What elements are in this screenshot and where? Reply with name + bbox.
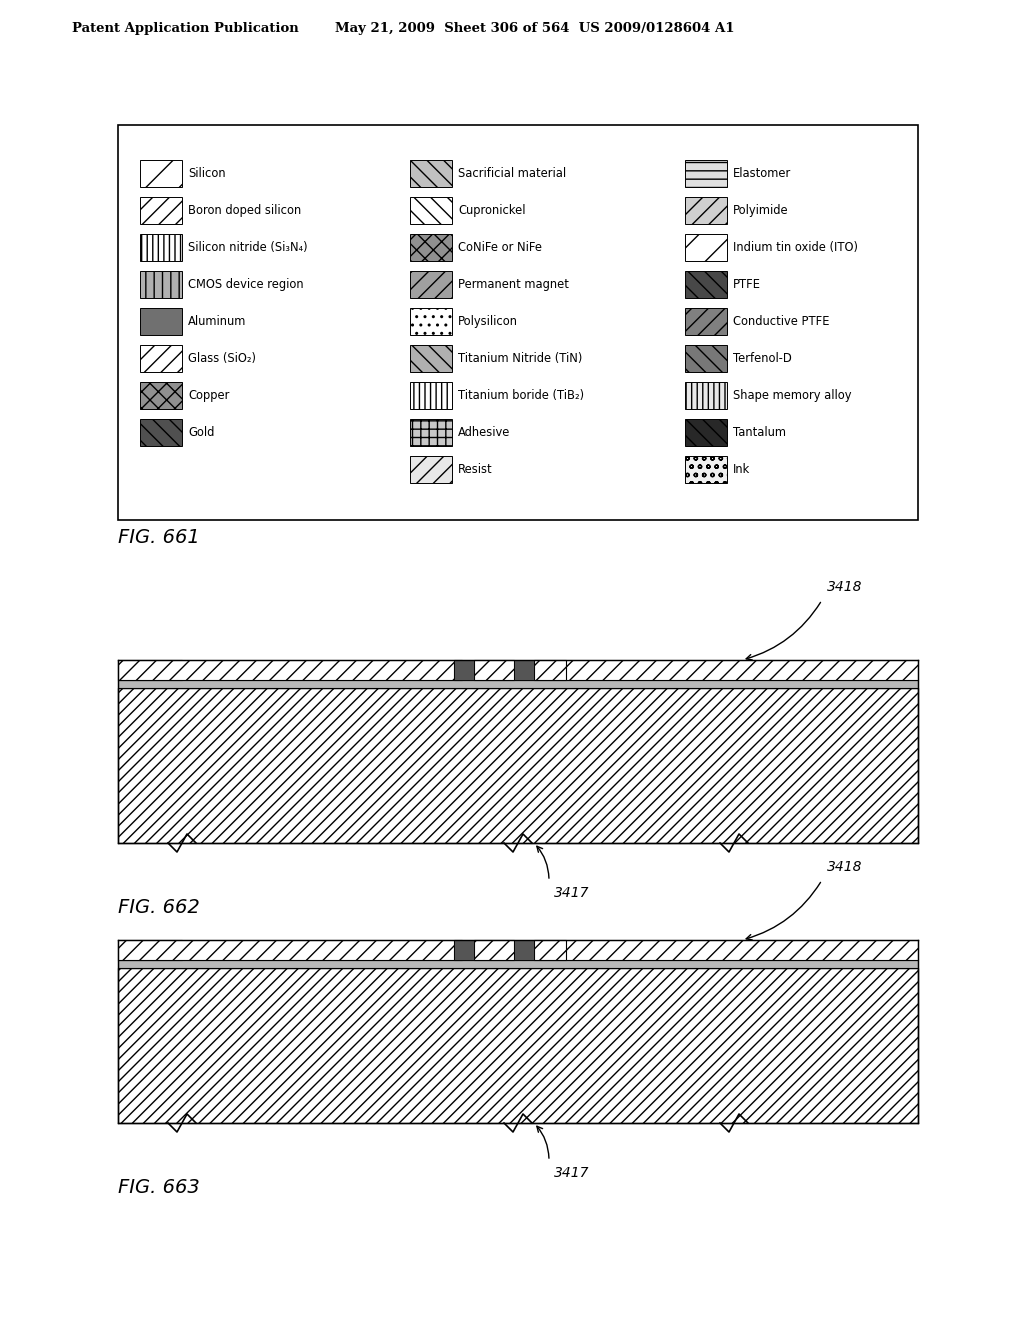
Text: CoNiFe or NiFe: CoNiFe or NiFe	[458, 242, 542, 253]
Bar	[410, 271, 452, 298]
Bar	[140, 345, 182, 372]
Text: Glass (SiO₂): Glass (SiO₂)	[188, 352, 256, 366]
Text: 3418: 3418	[827, 861, 862, 874]
Bar	[140, 418, 182, 446]
Bar	[140, 197, 182, 224]
Bar	[685, 197, 727, 224]
Text: Polyimide: Polyimide	[733, 205, 788, 216]
Text: Terfenol-D: Terfenol-D	[733, 352, 792, 366]
Bar	[454, 660, 462, 680]
Text: Silicon: Silicon	[188, 168, 225, 180]
Bar	[118, 940, 918, 960]
Bar	[118, 940, 182, 960]
Bar	[474, 940, 514, 960]
Bar	[140, 271, 182, 298]
Text: FIG. 663: FIG. 663	[118, 1177, 200, 1197]
Text: Tantalum: Tantalum	[733, 426, 786, 440]
Text: Sacrificial material: Sacrificial material	[458, 168, 566, 180]
Bar	[410, 197, 452, 224]
Text: CMOS device region: CMOS device region	[188, 279, 304, 290]
Bar	[685, 234, 727, 261]
Bar	[534, 940, 566, 960]
Text: FIG. 662: FIG. 662	[118, 898, 200, 917]
Bar	[140, 381, 182, 409]
Text: Silicon nitride (Si₃N₄): Silicon nitride (Si₃N₄)	[188, 242, 307, 253]
Text: Conductive PTFE: Conductive PTFE	[733, 315, 829, 327]
Bar	[454, 940, 462, 960]
Text: Patent Application Publication: Patent Application Publication	[72, 22, 299, 36]
Bar	[410, 308, 452, 335]
Bar	[140, 160, 182, 187]
Bar	[410, 418, 452, 446]
Text: 3417: 3417	[554, 886, 590, 900]
Bar	[410, 455, 452, 483]
Bar	[514, 940, 534, 960]
Bar	[118, 960, 918, 968]
Bar	[534, 660, 566, 680]
Text: Titanium boride (TiB₂): Titanium boride (TiB₂)	[458, 389, 584, 403]
Bar	[454, 660, 474, 680]
Bar	[685, 271, 727, 298]
Bar	[685, 455, 727, 483]
Bar	[462, 940, 566, 960]
Text: May 21, 2009  Sheet 306 of 564  US 2009/0128604 A1: May 21, 2009 Sheet 306 of 564 US 2009/01…	[335, 22, 734, 36]
Bar	[474, 660, 514, 680]
Bar	[685, 160, 727, 187]
Text: Cupronickel: Cupronickel	[458, 205, 525, 216]
Bar	[118, 680, 918, 688]
Bar	[118, 125, 918, 520]
Text: Permanent magnet: Permanent magnet	[458, 279, 569, 290]
Bar	[118, 968, 918, 1123]
Text: FIG. 661: FIG. 661	[118, 528, 200, 546]
Text: Aluminum: Aluminum	[188, 315, 247, 327]
Bar	[410, 234, 452, 261]
Text: Adhesive: Adhesive	[458, 426, 510, 440]
Bar	[118, 688, 918, 843]
Bar	[410, 160, 452, 187]
Bar	[685, 418, 727, 446]
Bar	[140, 308, 182, 335]
Text: Boron doped silicon: Boron doped silicon	[188, 205, 301, 216]
Text: Indium tin oxide (ITO): Indium tin oxide (ITO)	[733, 242, 858, 253]
Bar	[454, 940, 474, 960]
Bar	[685, 308, 727, 335]
Text: PTFE: PTFE	[733, 279, 761, 290]
Text: Ink: Ink	[733, 463, 751, 477]
Text: 3418: 3418	[827, 579, 862, 594]
Bar	[410, 381, 452, 409]
Text: Titanium Nitride (TiN): Titanium Nitride (TiN)	[458, 352, 583, 366]
Text: Copper: Copper	[188, 389, 229, 403]
Bar	[410, 345, 452, 372]
Bar	[685, 381, 727, 409]
Bar	[514, 660, 534, 680]
Bar	[118, 660, 918, 680]
Text: Gold: Gold	[188, 426, 214, 440]
Text: Elastomer: Elastomer	[733, 168, 792, 180]
Text: Shape memory alloy: Shape memory alloy	[733, 389, 852, 403]
Bar	[118, 660, 182, 680]
Bar	[462, 660, 566, 680]
Text: Polysilicon: Polysilicon	[458, 315, 518, 327]
Text: 3417: 3417	[554, 1166, 590, 1180]
Bar	[140, 234, 182, 261]
Text: Resist: Resist	[458, 463, 493, 477]
Bar	[685, 345, 727, 372]
